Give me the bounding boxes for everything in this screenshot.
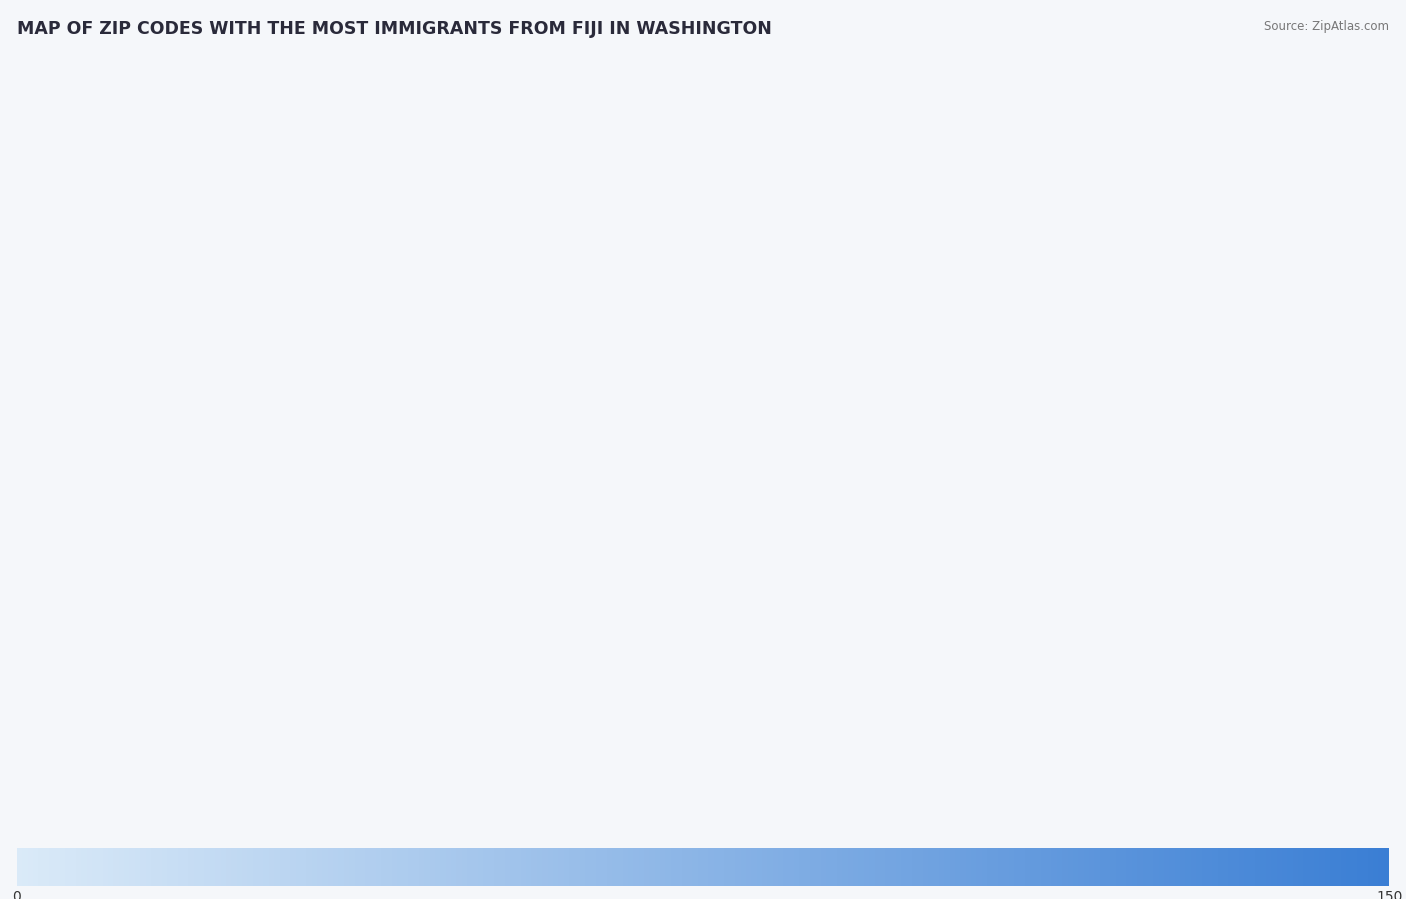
Text: MAP OF ZIP CODES WITH THE MOST IMMIGRANTS FROM FIJI IN WASHINGTON: MAP OF ZIP CODES WITH THE MOST IMMIGRANT… (17, 20, 772, 38)
Text: Source: ZipAtlas.com: Source: ZipAtlas.com (1264, 20, 1389, 32)
